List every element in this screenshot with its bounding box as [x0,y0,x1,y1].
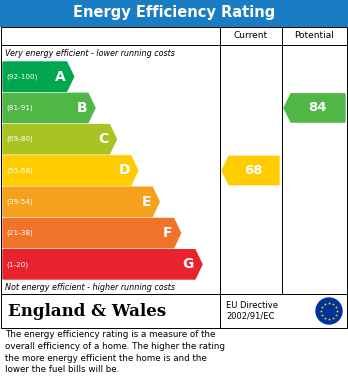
Text: Very energy efficient - lower running costs: Very energy efficient - lower running co… [5,48,175,57]
Text: EU Directive: EU Directive [226,301,278,310]
Text: A: A [55,70,66,84]
Polygon shape [3,125,117,154]
Text: F: F [163,226,173,240]
Text: C: C [98,132,109,146]
Text: G: G [183,257,194,271]
Text: Current: Current [234,32,268,41]
Polygon shape [3,219,181,248]
Text: England & Wales: England & Wales [8,303,166,319]
Text: D: D [118,163,130,178]
Text: (81-91): (81-91) [6,105,33,111]
Text: (69-80): (69-80) [6,136,33,142]
Polygon shape [3,93,95,122]
Text: 84: 84 [308,101,327,115]
Bar [0,0,348,26]
Text: The energy efficiency rating is a measure of the
overall efficiency of a home. T: The energy efficiency rating is a measur… [5,330,225,375]
Polygon shape [3,62,74,91]
Text: B: B [77,101,87,115]
Polygon shape [284,94,345,122]
Text: (39-54): (39-54) [6,199,33,205]
Text: (21-38): (21-38) [6,230,33,236]
Polygon shape [3,187,159,217]
Text: Energy Efficiency Rating: Energy Efficiency Rating [73,5,275,20]
Text: E: E [142,195,151,209]
Polygon shape [3,156,138,185]
Text: (55-68): (55-68) [6,167,33,174]
Text: Potential: Potential [294,32,334,41]
Circle shape [316,298,342,324]
Text: 2002/91/EC: 2002/91/EC [226,312,274,321]
Text: (92-100): (92-100) [6,74,37,80]
Text: Not energy efficient - higher running costs: Not energy efficient - higher running co… [5,283,175,292]
Polygon shape [222,156,279,185]
Bar [1,294,347,328]
Bar [1,27,347,294]
Text: 68: 68 [244,164,263,177]
Text: (1-20): (1-20) [6,261,28,267]
Polygon shape [3,250,202,279]
